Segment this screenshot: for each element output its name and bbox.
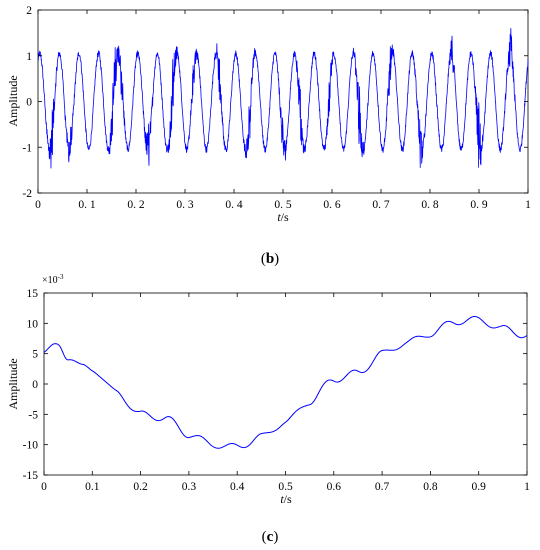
panel-c-y-axis-label: Amplitude (6, 358, 20, 409)
panel-b-x-tick-label: 0. 8 (421, 199, 439, 211)
panel-c-x-tick-label: 0.9 (472, 481, 487, 493)
panel-c-x-tick-label: 0.6 (327, 481, 342, 493)
panel-b-chart: 0 0. 1 0. 2 0. 3 0. 4 0. 5 0. 6 0. 7 0. 8 0. 9 1 -… (6, 5, 531, 267)
panel-b-y-axis-label: Amplitude (6, 75, 20, 126)
panel-b-x-tick-label: 1 (525, 199, 531, 211)
panel-c-x-tick-label: 1 (524, 481, 530, 493)
panel-c-y-tick-label: -10 (23, 440, 39, 452)
panel-b-x-tick-label: 0. 9 (470, 199, 488, 211)
panel-b-x-tick-label: 0. 7 (372, 199, 390, 211)
panel-c-y-tick-label: -15 (23, 470, 39, 482)
panel-b-y-tick-label: -2 (22, 188, 32, 200)
panel-c-x-tick-label: 0.8 (423, 481, 438, 493)
panel-c-x-tick-label: 0.3 (182, 481, 197, 493)
panel-b-x-tick-label: 0 (35, 199, 41, 211)
panel-c-x-tick-label: 0.1 (85, 481, 100, 493)
panel-b-x-tick-label: 0. 6 (323, 199, 341, 211)
panel-c-label: (c) (262, 529, 279, 545)
panel-c-y-tick-label: 0 (32, 379, 38, 391)
panel-c-x-tick-label: 0 (41, 481, 47, 493)
panel-b-series-line (37, 27, 529, 169)
panel-b-x-axis-label: t/s (277, 210, 289, 224)
panel-b-y-tick-label: 0 (26, 97, 32, 109)
panel-b-x-tick-label: 0. 2 (127, 199, 145, 211)
panel-b-y-tick-label: -1 (22, 142, 32, 154)
panel-c-x-tick-label: 0.4 (230, 481, 245, 493)
panel-b-y-tick-label: 1 (26, 51, 32, 63)
panel-b-y-ticks: -2 -1 0 1 2 (22, 5, 528, 200)
panel-c-series-line (43, 316, 528, 449)
panel-b-y-tick-label: 2 (26, 5, 32, 17)
panel-c-x-tick-label: 0.7 (375, 481, 390, 493)
panel-c-plot-frame (43, 292, 528, 476)
panel-c-y-tick-label: 10 (27, 318, 39, 330)
panel-c-y-tick-label: -5 (28, 409, 38, 421)
panel-c-chart: ×10-3 0 0.1 0.2 0.3 0.4 0.5 0.6 0.7 0.8 0.9 1 -15-… (6, 273, 530, 545)
panel-b-plot-frame (37, 9, 529, 194)
panel-c-scale-note: ×10-3 (42, 273, 64, 286)
panel-c-x-tick-label: 0.5 (278, 481, 293, 493)
panel-c-x-ticks: 0 0.1 0.2 0.3 0.4 0.5 0.6 0.7 0.8 0.9 1 (41, 293, 530, 493)
panel-c-y-ticks: -15 -10 -5 0 5 10 15 (23, 288, 527, 482)
panel-b-x-tick-label: 0. 3 (176, 199, 194, 211)
panel-b-x-tick-label: 0. 5 (274, 199, 292, 211)
panel-b-x-ticks: 0 0. 1 0. 2 0. 3 0. 4 0. 5 0. 6 0. 7 0. 8 0. 9 1 (35, 10, 531, 211)
panel-b-label: (b) (261, 251, 279, 267)
panel-b-x-tick-label: 0. 1 (78, 199, 96, 211)
panel-c-x-tick-label: 0.2 (133, 481, 148, 493)
panel-b-x-tick-label: 0. 4 (225, 199, 243, 211)
panel-c-y-tick-label: 15 (27, 288, 39, 300)
panel-c-y-tick-label: 5 (32, 349, 38, 361)
panel-c-x-axis-label: t/s (280, 492, 292, 506)
